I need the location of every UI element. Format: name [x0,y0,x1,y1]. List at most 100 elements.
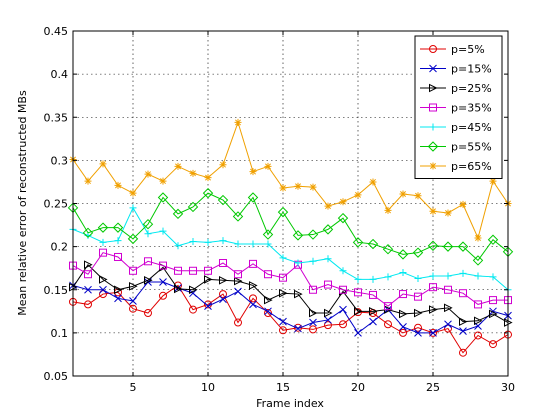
series-p-65- [69,118,512,242]
data-point [429,207,437,215]
data-point [219,275,228,285]
legend-marker [429,45,437,53]
data-point [234,276,243,286]
data-point [189,305,197,314]
data-point [129,189,137,197]
data-point [232,211,244,222]
data-point [174,284,183,294]
data-point [384,206,392,214]
data-point [309,308,318,318]
data-point [414,275,422,283]
data-point [309,318,317,327]
data-point [264,307,272,316]
data-point [249,281,258,290]
data-point [294,324,302,333]
data-point [279,254,287,262]
data-point [159,278,167,286]
legend-marker [429,103,437,112]
data-point [324,280,332,289]
data-point [114,285,123,295]
data-point [444,324,452,333]
data-point [189,237,197,245]
data-point [279,288,288,298]
data-point [324,316,332,324]
data-point [99,275,108,284]
data-point [339,267,347,275]
series-p-55- [67,187,514,266]
legend-label: p=65% [451,160,492,173]
data-point [339,305,347,314]
data-point [219,161,227,169]
data-point [84,177,92,185]
data-point [427,240,439,251]
data-point [264,240,272,248]
data-point [414,329,422,337]
data-point [444,272,452,280]
data-point [354,288,362,297]
data-point [354,275,362,283]
data-point [489,340,497,349]
data-point [114,181,122,189]
data-point [369,178,377,186]
data-point [264,295,273,305]
series-line [72,252,508,307]
data-point [219,237,227,245]
y-tick-label: 0.45 [44,25,69,38]
data-point [204,266,212,275]
data-point [279,317,287,326]
y-axis-label: Mean relative error of reconstructed MBs [16,90,29,316]
data-point [234,318,242,327]
data-point [294,289,303,299]
data-point [264,270,272,279]
data-point [397,249,409,260]
data-point [354,191,362,199]
data-point [444,285,452,294]
data-point [279,326,287,335]
data-point [174,266,182,275]
legend-label: p=5% [451,43,485,56]
data-point [99,290,107,299]
data-point [399,328,407,337]
legend-marker [429,162,437,170]
data-point [339,198,347,206]
data-point [219,295,227,304]
data-point [84,260,93,270]
data-point [279,184,287,192]
legend-label: p=55% [451,141,492,154]
data-point [99,238,107,246]
data-point [457,241,469,252]
data-point [114,294,122,303]
legend-marker [429,83,438,93]
data-point [204,238,212,246]
data-point [324,202,332,210]
data-point [159,291,167,300]
data-point [277,206,289,218]
data-point [129,297,137,305]
data-point [189,169,197,177]
data-point [369,317,377,326]
data-point [144,275,153,285]
data-point [174,162,182,170]
data-point [442,241,454,252]
data-point [99,160,107,168]
data-point [159,261,167,270]
data-point [234,118,242,126]
data-point [429,272,437,280]
data-point [84,285,92,294]
data-point [144,309,152,318]
data-point [474,272,482,280]
data-point [127,233,139,245]
x-axis-label: Frame index [256,397,324,410]
y-tick-label: 0.25 [44,198,69,211]
data-point [489,177,497,185]
data-point [384,302,392,311]
data-point [307,229,319,240]
data-point [114,237,122,245]
series-p-15- [69,278,512,337]
data-point [279,273,287,282]
y-tick-label: 0.3 [51,154,69,167]
data-point [247,192,259,203]
series-p-25- [69,260,513,327]
data-point [414,308,423,318]
x-tick-label: 5 [130,381,137,394]
